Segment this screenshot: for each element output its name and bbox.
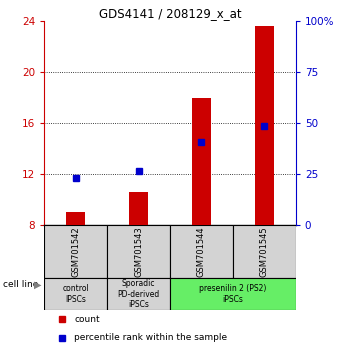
Text: control
IPSCs: control IPSCs [62, 284, 89, 304]
Bar [44, 225, 107, 278]
Bar [107, 278, 170, 310]
Bar [44, 278, 107, 310]
Text: cell line: cell line [3, 280, 39, 290]
Text: GSM701543: GSM701543 [134, 226, 143, 277]
Text: Sporadic
PD-derived
iPSCs: Sporadic PD-derived iPSCs [117, 279, 160, 309]
Text: ▶: ▶ [34, 280, 41, 290]
Bar [170, 278, 296, 310]
Bar [233, 225, 296, 278]
Text: GSM701542: GSM701542 [71, 226, 80, 276]
Text: GSM701545: GSM701545 [260, 226, 269, 276]
Bar [255, 26, 274, 225]
Text: presenilin 2 (PS2)
iPSCs: presenilin 2 (PS2) iPSCs [199, 284, 267, 304]
Text: GSM701544: GSM701544 [197, 226, 206, 276]
Bar [107, 225, 170, 278]
Bar [170, 225, 233, 278]
Bar [66, 212, 85, 225]
Text: count: count [74, 315, 100, 324]
Title: GDS4141 / 208129_x_at: GDS4141 / 208129_x_at [99, 7, 241, 20]
Bar [129, 192, 148, 225]
Text: percentile rank within the sample: percentile rank within the sample [74, 333, 227, 342]
Bar [192, 98, 211, 225]
